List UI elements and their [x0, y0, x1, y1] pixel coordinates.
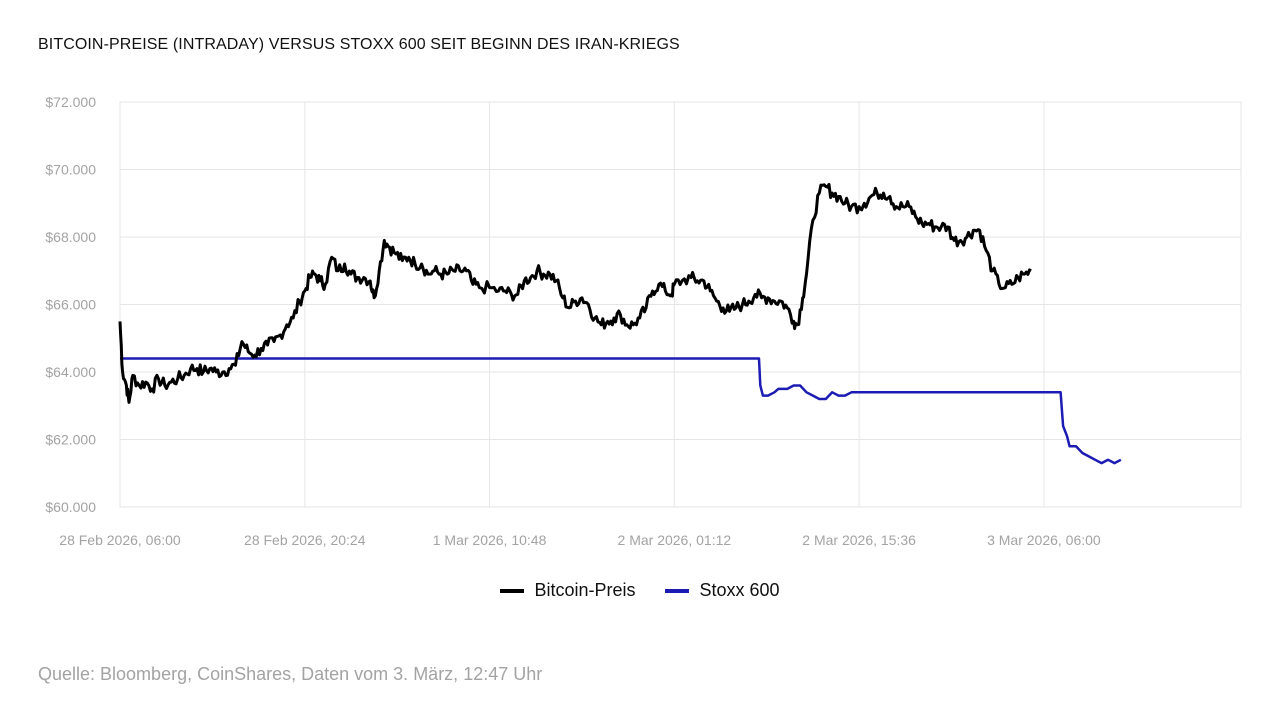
- chart-grid: [119, 101, 1242, 508]
- series-lines: [118, 182, 1122, 465]
- chart-canvas: $72.000 $70.000 $68.000 $66.000 $64.000 $62.0…: [45, 94, 1242, 548]
- x-tick-label: 3 Mar 2026, 06:00: [987, 532, 1101, 548]
- legend-label-stoxx: Stoxx 600: [699, 580, 780, 600]
- y-tick-label: $64.000: [45, 364, 96, 380]
- y-tick-label: $68.000: [45, 229, 96, 245]
- x-tick-label: 1 Mar 2026, 10:48: [433, 532, 547, 548]
- legend-swatch-stoxx: [665, 588, 690, 593]
- y-tick-label: $70.000: [45, 162, 96, 178]
- y-tick-label: $66.000: [45, 297, 96, 313]
- legend-swatch-bitcoin: [500, 588, 525, 593]
- legend-item-bitcoin: Bitcoin-Preis: [500, 580, 635, 601]
- x-tick-label: 28 Feb 2026, 06:00: [59, 532, 181, 548]
- series-line-bitcoin: [118, 182, 1032, 404]
- x-tick-label: 2 Mar 2026, 15:36: [802, 532, 916, 548]
- legend-item-stoxx: Stoxx 600: [665, 580, 780, 601]
- series-line-stoxx: [120, 357, 1122, 465]
- source-note: Quelle: Bloomberg, CoinShares, Daten vom…: [38, 664, 543, 684]
- x-tick-label: 28 Feb 2026, 20:24: [244, 532, 366, 548]
- legend-label-bitcoin: Bitcoin-Preis: [534, 580, 636, 600]
- x-axis-labels: 28 Feb 2026, 06:00 28 Feb 2026, 20:24 1 Ma…: [59, 532, 1101, 548]
- chart-title: BITCOIN-PREISE (INTRADAY) VERSUS STOXX 6…: [38, 36, 680, 53]
- y-tick-label: $60.000: [45, 499, 96, 515]
- legend: Bitcoin-Preis Stoxx 600: [0, 580, 1280, 601]
- y-axis-labels: $72.000 $70.000 $68.000 $66.000 $64.000 $62.0…: [45, 94, 96, 515]
- x-tick-label: 2 Mar 2026, 01:12: [618, 532, 732, 548]
- y-tick-label: $72.000: [45, 94, 96, 110]
- y-tick-label: $62.000: [45, 432, 96, 448]
